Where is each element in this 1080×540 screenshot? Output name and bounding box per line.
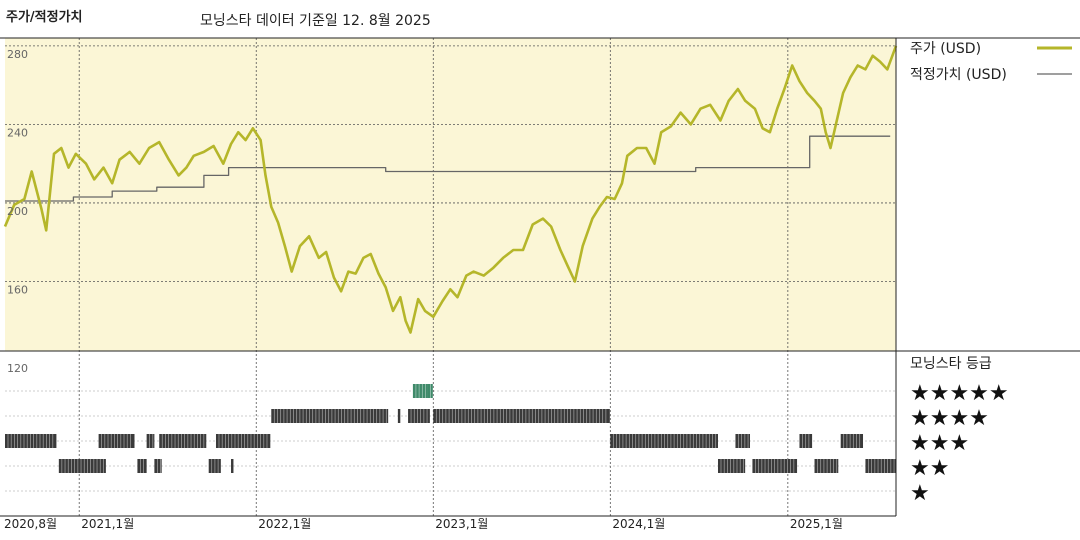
price-panel-background	[5, 38, 896, 351]
y-tick-label: 120	[7, 362, 28, 375]
rating-segment-3	[98, 434, 135, 448]
rating-segment-3	[146, 434, 155, 448]
x-tick-label: 2025,1월	[790, 517, 843, 531]
fair-value-series-line	[5, 135, 891, 202]
rating-segment-2	[717, 459, 746, 473]
rating-segment-2	[231, 459, 234, 473]
y-tick-label: 280	[7, 48, 28, 61]
rating-1-star: ★	[910, 481, 930, 506]
rating-segment-3	[610, 434, 718, 448]
rating-segment-2	[154, 459, 162, 473]
chart-ticks: 280 240 200 160 120 2020,8월 2021,1월 2022,1월 2023…	[4, 48, 843, 531]
y-tick-label: 160	[7, 283, 28, 296]
rating-segment-3	[5, 434, 57, 448]
x-tick-label: 2020,8월	[4, 517, 57, 531]
x-tick-label: 2021,1월	[81, 517, 134, 531]
chart-subtitle: 모닝스타 데이터 기준일 12. 8월 2025	[200, 13, 431, 29]
rating-segment-3	[840, 434, 864, 448]
rating-segment-3	[735, 434, 751, 448]
rating-segment-2	[137, 459, 147, 473]
rating-segment-3	[799, 434, 813, 448]
rating-segment-2	[208, 459, 221, 473]
price-series-line	[3, 45, 898, 334]
legend-fair-label: 적정가치 (USD)	[910, 67, 1007, 83]
rating-2-stars: ★★	[910, 456, 949, 481]
rating-segment-3	[215, 434, 271, 448]
rating-segment-2	[865, 459, 896, 473]
rating-3-stars: ★★★	[910, 431, 969, 456]
rating-segment-4	[408, 409, 430, 423]
rating-panel-title: 모닝스타 등급	[910, 356, 992, 372]
y-tick-label: 240	[7, 126, 28, 139]
x-tick-label: 2022,1월	[258, 517, 311, 531]
rating-bars	[5, 384, 896, 473]
rating-segment-3	[159, 434, 207, 448]
rating-segment-2	[58, 459, 106, 473]
rating-segment-2	[752, 459, 798, 473]
rating-4-stars: ★★★★	[910, 406, 989, 431]
rating-segment-5	[427, 384, 433, 398]
rating-segment-4	[271, 409, 389, 423]
rating-segment-4	[433, 409, 610, 423]
legend-price-label: 주가 (USD)	[910, 41, 981, 57]
rating-segment-5	[412, 384, 428, 398]
chart-lines	[3, 45, 898, 334]
x-tick-label: 2023,1월	[435, 517, 488, 531]
rating-segment-4	[397, 409, 401, 423]
chart-title: 주가/적정가치	[6, 10, 83, 25]
rating-5-stars: ★★★★★	[910, 381, 1009, 406]
y-tick-label: 200	[7, 205, 28, 218]
x-tick-label: 2024,1월	[612, 517, 665, 531]
rating-segment-2	[814, 459, 839, 473]
